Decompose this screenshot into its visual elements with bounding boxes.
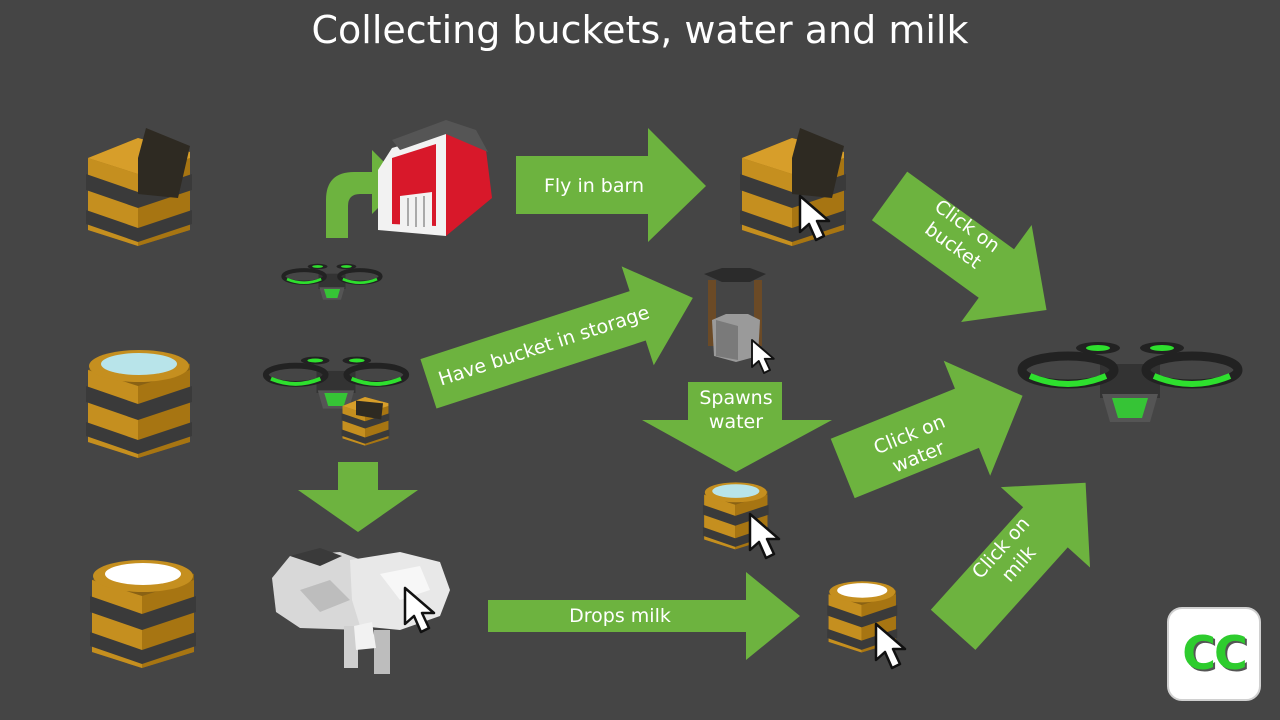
arrow-spawns-water: [642, 382, 832, 472]
milk-bucket-icon: [90, 560, 196, 668]
label-drops-milk: Drops milk: [569, 605, 671, 627]
well-icon: [704, 268, 766, 362]
cow-icon: [272, 548, 450, 674]
mouse-cursor-icon: [751, 339, 775, 374]
arrow-fly-in-barn: [516, 128, 706, 242]
drone-icon: [1022, 342, 1238, 422]
barn-icon: [378, 120, 492, 236]
arrow-have-bucket: [420, 266, 693, 409]
drone-icon: [266, 357, 406, 409]
arrow-click-on-milk: [930, 482, 1091, 650]
arrow-click-on-water: [830, 360, 1023, 499]
page-title: Collecting buckets, water and milk: [311, 8, 969, 52]
milk-bucket-icon: [827, 581, 898, 653]
label-spawns-line2: water: [708, 411, 764, 433]
label-spawns-line1: Spawns: [699, 387, 773, 409]
water-bucket-icon: [702, 482, 769, 550]
arrow-click-on-bucket: [871, 171, 1047, 323]
empty-bucket-icon: [86, 128, 192, 246]
empty-bucket-icon: [341, 397, 390, 446]
empty-bucket-icon: [740, 128, 846, 246]
arrow-drops-milk: [488, 572, 800, 660]
drone-icon: [283, 264, 380, 300]
down-arrow: [298, 462, 418, 532]
label-fly-in-barn: Fly in barn: [543, 175, 645, 197]
water-bucket-icon: [86, 350, 192, 458]
label-spawns-water: Spawns water: [686, 386, 786, 434]
logo-text: CC: [1182, 626, 1248, 680]
logo-badge: [1167, 607, 1261, 701]
